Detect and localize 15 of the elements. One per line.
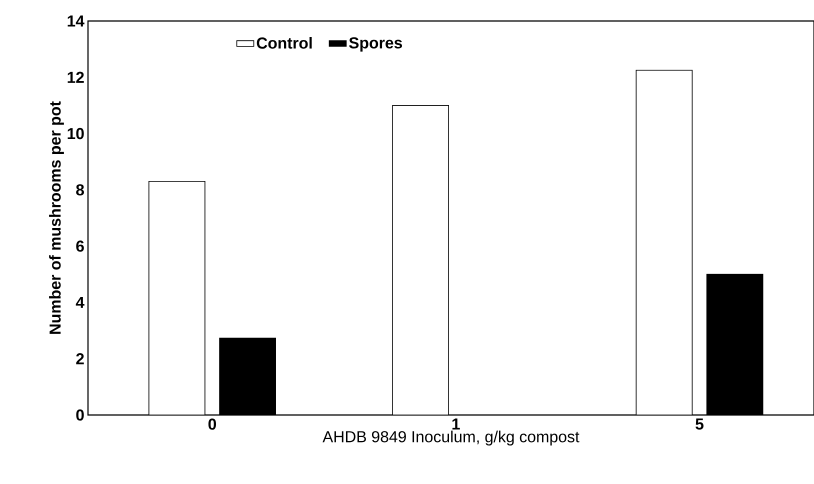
x-tick-label: 1 <box>452 418 460 430</box>
y-tick-label: 14 <box>68 16 84 26</box>
x-tick-label: 0 <box>208 418 216 430</box>
y-tick-label: 2 <box>76 353 84 364</box>
y-tick-label: 10 <box>68 128 84 140</box>
x-axis-title: AHDB 9849 Inoculum, g/kg compost <box>322 430 580 446</box>
y-tick-label: 12 <box>68 72 84 83</box>
y-tick-label: 4 <box>76 296 84 308</box>
legend-label: Control <box>256 37 312 49</box>
y-tick-label: 0 <box>76 409 84 421</box>
x-tick-label: 5 <box>696 418 704 430</box>
legend-label: Spores <box>349 37 402 52</box>
y-axis-title: Number of mushrooms per pot <box>49 101 64 334</box>
y-tick-label: 6 <box>76 240 84 252</box>
y-tick-label: 8 <box>76 184 84 196</box>
